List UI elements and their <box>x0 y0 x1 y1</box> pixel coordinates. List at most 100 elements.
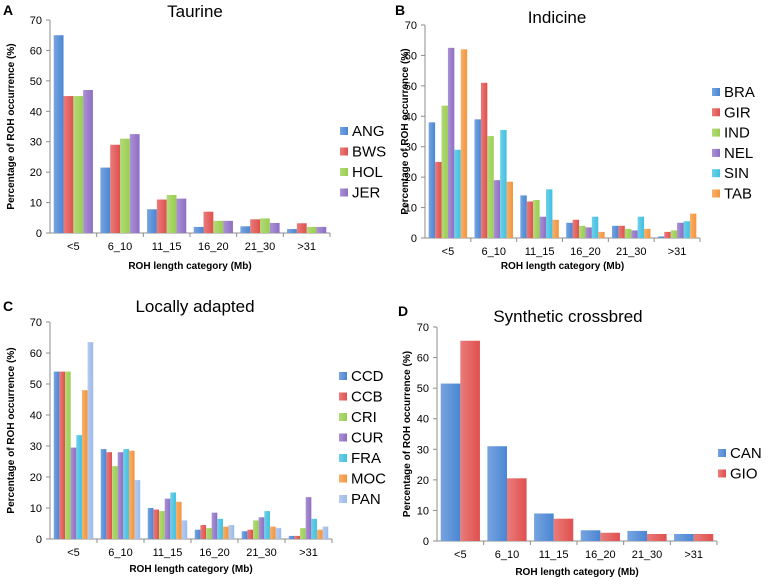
chart-title: Indicine <box>528 8 587 27</box>
panel-letter: B <box>395 2 405 18</box>
bar-jer-0 <box>83 89 93 233</box>
x-tick-label: 21_30 <box>616 246 647 258</box>
bar-ccd-4 <box>241 531 248 539</box>
x-tick-label: 21_30 <box>245 241 276 253</box>
y-axis-title: Percentage of ROH occurrence (%) <box>400 48 411 214</box>
bar-ccb-2 <box>153 509 160 539</box>
bar-jer-5 <box>316 226 327 233</box>
bar-ang-4 <box>240 226 251 233</box>
bar-nel-2 <box>539 216 546 238</box>
y-tick-label: 20 <box>405 172 417 184</box>
bar-bra-5 <box>657 236 665 238</box>
bar-moc-5 <box>316 529 323 539</box>
bar-nel-0 <box>447 47 455 239</box>
bar-sin-1 <box>500 129 507 238</box>
bar-hol-4 <box>260 218 270 233</box>
bar-hol-3 <box>213 220 224 233</box>
y-tick-label: 0 <box>36 534 42 546</box>
bar-fra-0 <box>76 435 82 539</box>
y-tick-label: 50 <box>405 81 417 93</box>
legend-swatch <box>718 469 726 478</box>
y-tick-label: 10 <box>30 198 42 210</box>
bar-ccb-5 <box>294 535 301 539</box>
bar-sin-2 <box>546 189 553 238</box>
x-tick-label: <5 <box>67 241 80 253</box>
y-tick-label: 0 <box>423 536 429 548</box>
bar-nel-4 <box>631 230 638 238</box>
bar-ccd-0 <box>53 371 60 539</box>
bar-moc-1 <box>128 450 135 539</box>
x-tick-label: >31 <box>684 549 703 561</box>
bar-tab-4 <box>644 228 651 238</box>
legend-label: CUR <box>351 430 384 447</box>
bar-cur-3 <box>211 512 218 539</box>
bar-gir-1 <box>480 82 488 238</box>
legend-swatch <box>340 188 348 197</box>
legend-label: ANG <box>352 123 385 140</box>
y-tick-label: 60 <box>30 45 42 57</box>
bar-pan-1 <box>134 480 141 539</box>
y-tick-label: 60 <box>405 50 417 62</box>
legend-label: FRA <box>351 450 381 467</box>
y-axis-title: Percentage of ROH occurrence (%) <box>402 351 413 517</box>
y-tick-label: 70 <box>30 15 42 27</box>
bar-bws-4 <box>250 219 260 233</box>
bar-can-0 <box>440 383 461 541</box>
bar-ccd-5 <box>288 535 295 539</box>
y-tick-label: 30 <box>30 137 42 149</box>
x-axis-title: ROH length category (Mb) <box>128 261 251 272</box>
bar-cur-1 <box>117 452 124 539</box>
bar-cri-1 <box>112 466 118 539</box>
bar-moc-2 <box>175 501 182 539</box>
chart-panel-c: C Locally adapted 0 10 20 30 40 50 60 70 <5 6_10 11_… <box>3 297 386 575</box>
y-tick-label: 40 <box>405 111 417 123</box>
bar-sin-5 <box>683 221 690 238</box>
x-tick-label: 16_20 <box>198 241 229 253</box>
bar-pan-3 <box>228 525 235 539</box>
y-axis-title: Percentage of ROH occurrence (%) <box>6 43 17 209</box>
bar-ind-3 <box>579 225 586 238</box>
bar-nel-1 <box>493 180 501 238</box>
y-tick-label: 70 <box>417 322 429 334</box>
bar-ang-1 <box>100 167 111 233</box>
y-tick-label: 60 <box>30 348 42 360</box>
x-tick-label: 21_30 <box>246 547 277 559</box>
x-tick-label: 11_15 <box>525 246 555 258</box>
bar-gio-0 <box>460 340 480 541</box>
y-tick-label: 30 <box>405 142 417 154</box>
bar-ang-3 <box>193 226 204 233</box>
bar-gio-1 <box>507 478 527 541</box>
bar-fra-2 <box>170 492 176 539</box>
legend-swatch <box>339 372 347 380</box>
legend-swatch <box>339 413 347 421</box>
y-tick-label: 20 <box>30 167 42 179</box>
legend-swatch <box>340 168 348 176</box>
bar-cri-2 <box>159 511 165 539</box>
y-tick-label: 10 <box>417 505 429 517</box>
bar-gio-3 <box>600 532 620 541</box>
bar-hol-1 <box>120 138 130 233</box>
bar-ang-2 <box>147 209 157 233</box>
legend-swatch <box>712 128 720 137</box>
legend-label: CCB <box>351 389 383 406</box>
bar-moc-0 <box>81 390 88 539</box>
bar-ccd-1 <box>100 449 107 539</box>
bar-ccd-2 <box>147 508 154 539</box>
legend-swatch <box>339 454 347 462</box>
bar-can-4 <box>627 530 647 541</box>
bar-jer-4 <box>269 222 280 233</box>
legend-label: BRA <box>724 84 755 101</box>
y-tick-label: 0 <box>36 228 42 240</box>
chart-title: Synthetic crossbred <box>493 307 642 326</box>
bar-tab-1 <box>506 181 513 238</box>
bar-gir-3 <box>572 219 579 238</box>
legend-label: NEL <box>724 145 753 162</box>
legend-swatch <box>712 189 720 198</box>
bar-ang-0 <box>53 35 64 233</box>
x-tick-label: 11_15 <box>539 549 569 561</box>
y-tick-label: 30 <box>417 444 429 456</box>
bar-ccb-4 <box>247 529 254 539</box>
bar-jer-1 <box>129 134 140 233</box>
bar-bws-0 <box>63 96 74 233</box>
chart-title: Taurine <box>167 2 223 21</box>
